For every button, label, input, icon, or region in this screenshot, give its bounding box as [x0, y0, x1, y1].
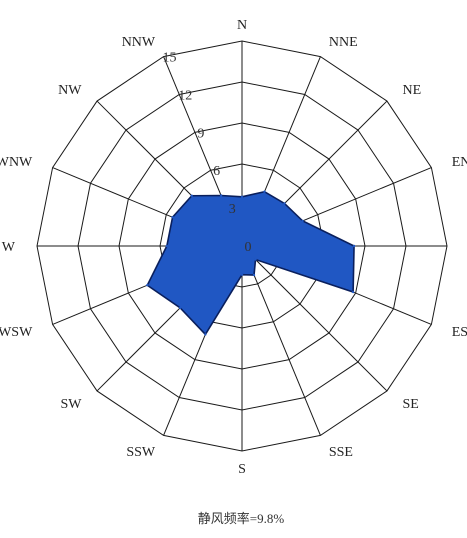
frequency-area: [146, 190, 355, 336]
direction-label-w: W: [2, 240, 16, 255]
data-point-ssw: [204, 333, 207, 336]
data-point-wnw: [171, 216, 174, 219]
direction-label-sw: SW: [60, 397, 82, 412]
direction-label-ssw: SSW: [126, 445, 156, 460]
direction-label-nne: NNE: [329, 35, 358, 50]
data-point-nw: [190, 194, 193, 197]
data-point-nne: [263, 190, 266, 193]
radial-tick-label: 12: [178, 88, 192, 103]
data-point-ene: [301, 219, 304, 223]
data-point-nnw: [219, 194, 223, 197]
radial-tick-label: 3: [229, 202, 236, 217]
data-point-sw: [178, 306, 182, 310]
direction-label-se: SE: [403, 397, 419, 412]
direction-label-wnw: WNW: [0, 155, 33, 170]
data-point-ne: [283, 202, 286, 205]
data-point-s: [240, 273, 244, 276]
data-point-e: [352, 244, 356, 248]
direction-label-sse: SSE: [329, 445, 353, 460]
spoke-se: [241, 245, 388, 392]
direction-label-ese: ESE: [452, 325, 467, 340]
calm-frequency-label: 静风频率=9.8%: [198, 511, 285, 526]
data-point-wsw: [146, 284, 149, 287]
data-point-n: [240, 195, 244, 198]
direction-label-nw: NW: [58, 83, 82, 98]
direction-label-ene: ENE: [452, 155, 467, 170]
direction-label-s: S: [238, 462, 246, 477]
data-point-w: [165, 244, 169, 248]
radial-tick-label: 6: [213, 164, 220, 179]
data-point-se: [254, 258, 257, 261]
frequency-area-layer: [146, 190, 356, 336]
direction-label-wsw: WSW: [0, 325, 33, 340]
direction-label-nnw: NNW: [122, 35, 156, 50]
radial-tick-label: 9: [197, 126, 204, 141]
data-point-sse: [252, 273, 256, 277]
radial-tick-labels: 0 3 6 9 12 15: [163, 51, 252, 255]
direction-label-ne: NE: [403, 83, 422, 98]
direction-label-n: N: [237, 18, 247, 33]
radial-tick-label: 0: [245, 240, 252, 255]
direction-labels: NNNENEENEEESESESSESSSWSWWSWWWNWNWNNW: [0, 18, 467, 477]
spoke-sse: [241, 245, 321, 436]
data-point-ese: [351, 290, 355, 294]
radial-tick-label: 15: [163, 51, 177, 66]
